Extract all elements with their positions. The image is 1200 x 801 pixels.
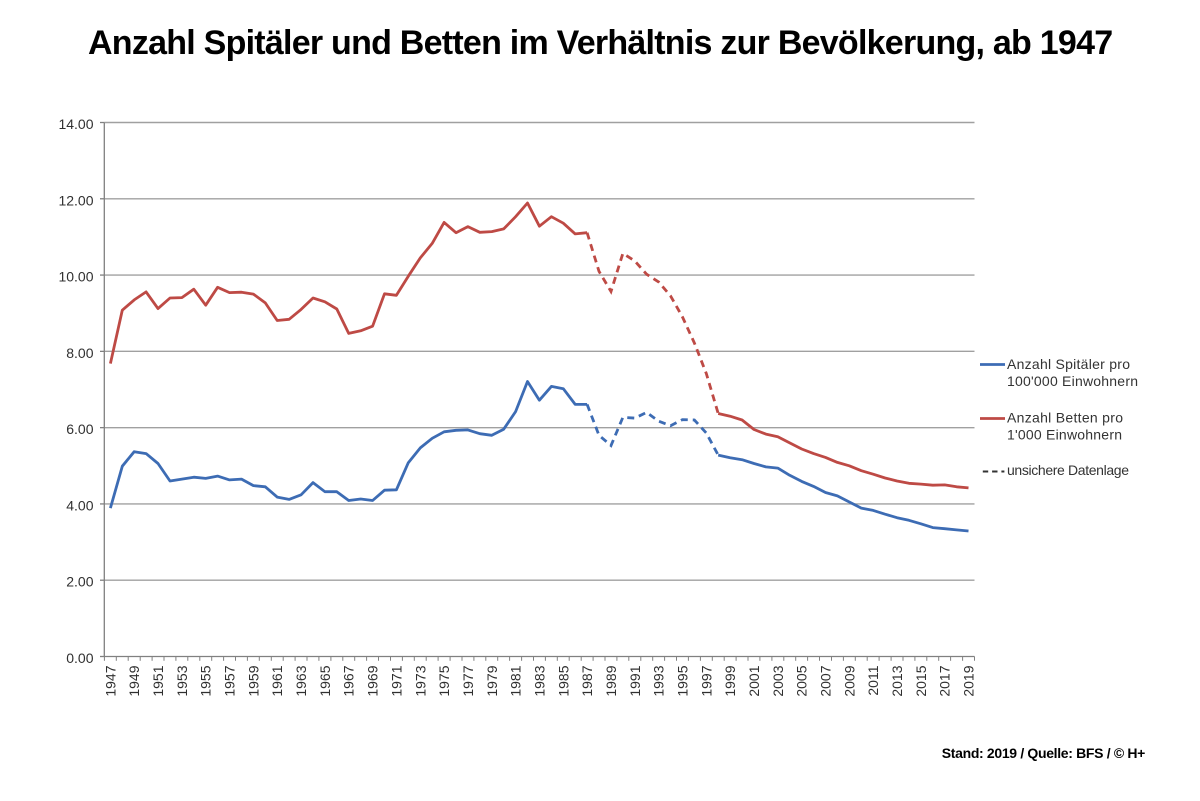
svg-text:1963: 1963 [293, 665, 309, 696]
svg-text:unsichere Datenlage: unsichere Datenlage [1007, 462, 1129, 478]
svg-text:100'000 Einwohnern: 100'000 Einwohnern [1007, 373, 1138, 389]
svg-text:1971: 1971 [388, 665, 404, 696]
svg-text:2009: 2009 [841, 665, 857, 696]
svg-text:1977: 1977 [460, 665, 476, 696]
svg-text:1983: 1983 [531, 665, 547, 696]
svg-text:2017: 2017 [937, 665, 953, 696]
svg-text:1953: 1953 [174, 665, 190, 696]
svg-text:4.00: 4.00 [66, 497, 93, 513]
svg-text:1997: 1997 [698, 665, 714, 696]
svg-text:1969: 1969 [365, 665, 381, 696]
svg-text:0.00: 0.00 [66, 650, 93, 666]
svg-text:8.00: 8.00 [66, 345, 93, 361]
svg-text:1955: 1955 [198, 665, 214, 696]
svg-text:1979: 1979 [484, 665, 500, 696]
svg-text:1965: 1965 [317, 665, 333, 696]
svg-text:1991: 1991 [627, 665, 643, 696]
svg-text:1949: 1949 [126, 665, 142, 696]
svg-text:2003: 2003 [770, 665, 786, 696]
svg-text:1999: 1999 [722, 665, 738, 696]
svg-text:12.00: 12.00 [58, 192, 93, 208]
svg-text:2001: 2001 [746, 665, 762, 696]
svg-text:1993: 1993 [651, 665, 667, 696]
svg-text:1975: 1975 [436, 665, 452, 696]
svg-text:1987: 1987 [579, 665, 595, 696]
svg-text:1985: 1985 [555, 665, 571, 696]
svg-text:1'000 Einwohnern: 1'000 Einwohnern [1007, 427, 1122, 443]
svg-text:Stand: 2019 / Quelle: BFS / ©: Stand: 2019 / Quelle: BFS / © H+ [942, 745, 1145, 761]
svg-text:1981: 1981 [508, 665, 524, 696]
svg-text:Anzahl Spitäler pro: Anzahl Spitäler pro [1007, 356, 1130, 372]
svg-text:2.00: 2.00 [66, 574, 93, 590]
svg-text:2019: 2019 [961, 665, 977, 696]
svg-text:1973: 1973 [412, 665, 428, 696]
svg-text:1961: 1961 [269, 665, 285, 696]
svg-text:1967: 1967 [341, 665, 357, 696]
svg-text:2005: 2005 [794, 665, 810, 696]
svg-text:2007: 2007 [818, 665, 834, 696]
svg-text:10.00: 10.00 [58, 269, 93, 285]
svg-text:2015: 2015 [913, 665, 929, 696]
svg-text:2013: 2013 [889, 665, 905, 696]
svg-text:Anzahl Betten pro: Anzahl Betten pro [1007, 410, 1123, 426]
svg-text:1957: 1957 [222, 665, 238, 696]
svg-text:6.00: 6.00 [66, 421, 93, 437]
svg-text:1951: 1951 [150, 665, 166, 696]
svg-text:14.00: 14.00 [58, 116, 93, 132]
svg-text:1947: 1947 [102, 665, 118, 696]
svg-text:1989: 1989 [603, 665, 619, 696]
svg-text:2011: 2011 [865, 665, 881, 695]
svg-text:1959: 1959 [245, 665, 261, 696]
svg-text:1995: 1995 [675, 665, 691, 696]
